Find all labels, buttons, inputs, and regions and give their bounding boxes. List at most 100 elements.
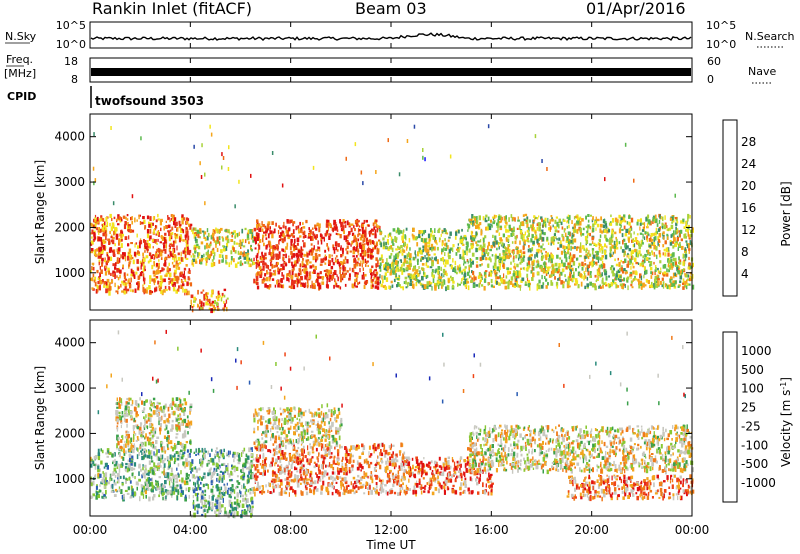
echo-cell xyxy=(531,267,535,271)
echo-cell xyxy=(90,277,93,281)
echo-cell xyxy=(127,444,130,448)
echo-cell xyxy=(254,241,257,244)
echo-cell xyxy=(112,236,115,240)
echo-cell xyxy=(310,243,313,246)
echo-cell xyxy=(587,227,589,232)
echo-cell xyxy=(157,462,160,466)
echo-cell xyxy=(193,304,195,308)
echo-cell xyxy=(585,225,588,229)
echo-cell xyxy=(536,263,540,268)
echo-cell xyxy=(125,468,127,472)
echo-cell xyxy=(144,490,147,495)
echo-cell xyxy=(296,237,300,242)
echo-cell xyxy=(145,450,147,454)
echo-cell xyxy=(227,229,230,234)
echo-cell xyxy=(455,252,458,256)
echo-cell xyxy=(548,227,551,231)
echo-cell xyxy=(200,300,203,304)
echo-cell xyxy=(170,472,173,477)
echo-cell xyxy=(105,496,107,499)
echo-cell xyxy=(609,253,612,257)
echo-cell xyxy=(505,249,508,252)
echo-cell xyxy=(424,246,427,251)
echo-cell xyxy=(397,262,399,267)
echo-cell xyxy=(212,236,215,241)
echo-cell xyxy=(163,278,166,283)
echo-cell xyxy=(303,253,306,257)
echo-cell xyxy=(201,230,205,233)
echo-cell xyxy=(270,262,272,267)
echo-cell xyxy=(315,279,317,284)
echo-cell xyxy=(635,237,637,242)
echo-cell xyxy=(542,248,546,251)
echo-cell xyxy=(653,236,656,242)
echo-cell xyxy=(527,279,530,284)
echo-cell xyxy=(171,278,174,282)
echo-cell xyxy=(124,440,126,444)
echo-cell xyxy=(540,216,543,220)
echo-cell xyxy=(536,260,538,263)
echo-cell xyxy=(233,230,236,234)
echo-cell xyxy=(445,286,447,292)
echo-cell xyxy=(119,475,122,479)
echo-cell xyxy=(269,259,273,262)
echo-cell xyxy=(317,246,319,251)
echo-cell xyxy=(146,426,149,430)
echo-cell xyxy=(170,467,173,473)
echo-cell xyxy=(573,271,575,276)
echo-cell xyxy=(648,257,651,260)
echo-cell xyxy=(275,253,278,257)
echo-cell xyxy=(580,234,582,237)
echo-cell xyxy=(181,433,185,439)
echo-cell xyxy=(230,250,233,255)
echo-cell xyxy=(648,233,650,237)
echo-cell xyxy=(566,284,570,289)
echo-cell xyxy=(501,242,504,247)
echo-cell xyxy=(143,455,145,460)
echo-cell xyxy=(207,299,210,302)
echo-cell xyxy=(247,229,250,234)
echo-cell xyxy=(552,236,555,240)
echo-cell xyxy=(376,228,379,233)
echo-cell xyxy=(363,251,366,255)
echo-cell xyxy=(151,445,153,448)
echo-cell xyxy=(186,220,189,225)
echo-cell xyxy=(569,285,571,288)
echo-cell xyxy=(595,216,597,221)
echo-cell xyxy=(510,261,512,265)
echo-cell xyxy=(295,263,297,267)
echo-cell xyxy=(211,259,214,262)
echo-cell xyxy=(296,252,299,258)
echo-cell xyxy=(116,257,119,262)
echo-cell xyxy=(197,303,199,308)
echo-cell xyxy=(464,284,468,288)
echo-cell xyxy=(129,397,132,401)
echo-cell xyxy=(680,238,683,242)
echo-cell xyxy=(497,216,501,221)
echo-cell xyxy=(157,238,159,242)
echo-cell xyxy=(352,247,354,251)
echo-cell xyxy=(346,270,349,273)
echo-cell xyxy=(272,248,274,252)
echo-cell xyxy=(99,249,102,253)
echo-cell xyxy=(490,272,493,277)
echo-cell xyxy=(391,263,395,266)
echo-cell xyxy=(282,256,285,261)
echo-cell xyxy=(153,274,156,277)
echo-cell xyxy=(399,284,401,287)
echo-cell xyxy=(491,224,493,228)
echo-cell xyxy=(149,399,152,405)
echo-cell xyxy=(105,482,108,486)
echo-cell xyxy=(626,221,629,225)
echo-cell xyxy=(398,251,401,254)
echo-cell xyxy=(476,219,478,225)
echo-cell xyxy=(290,233,294,237)
echo-cell xyxy=(628,253,630,259)
echo-cell xyxy=(206,292,208,297)
echo-cell xyxy=(547,267,550,272)
echo-cell xyxy=(555,216,558,219)
echo-cell xyxy=(102,223,105,228)
echo-cell xyxy=(477,224,480,229)
echo-cell xyxy=(557,278,560,281)
echo-cell xyxy=(656,223,659,227)
